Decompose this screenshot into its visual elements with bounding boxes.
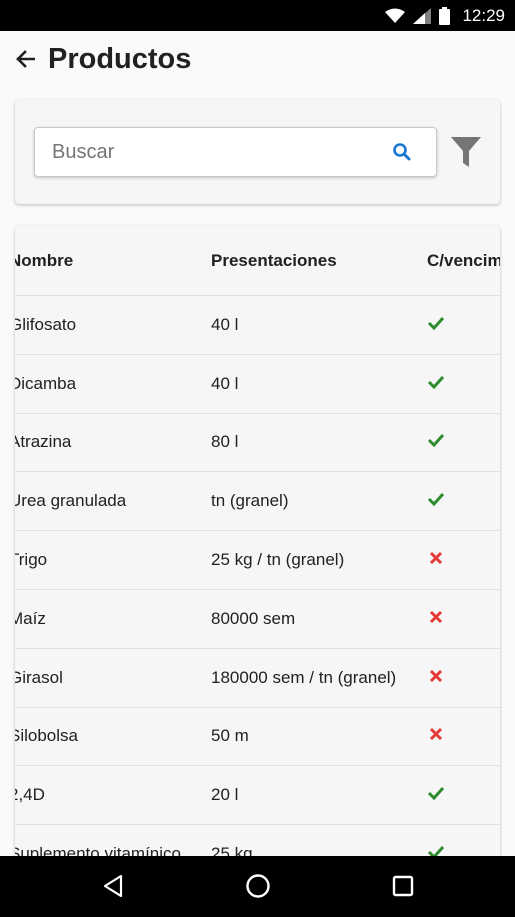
header-nombre[interactable]: Nombre: [15, 250, 74, 270]
cell-nombre: Glifosato: [15, 314, 77, 334]
search-card: [15, 100, 500, 204]
status-time: 12:29: [462, 5, 505, 25]
back-triangle-icon: [103, 874, 123, 898]
cell-vencimiento: [427, 609, 500, 629]
header-vencimiento[interactable]: C/vencim: [427, 250, 500, 270]
products-table: Nombre Presentaciones C/vencim Glifosato…: [15, 226, 500, 866]
back-button[interactable]: [0, 31, 50, 87]
search-box: [34, 127, 437, 177]
search-input[interactable]: [35, 128, 385, 176]
cell-nombre: Silobolsa: [15, 726, 78, 746]
cell-nombre: Girasol: [15, 667, 63, 687]
table-row[interactable]: Maíz 80000 sem: [15, 590, 500, 649]
cell-presentaciones: 25 kg / tn (granel): [211, 550, 345, 570]
cell-vencimiento: [427, 432, 500, 452]
check-icon: [427, 785, 451, 803]
battery-icon: [439, 6, 451, 25]
cross-icon: [427, 609, 451, 627]
cell-vencimiento: [427, 550, 500, 570]
table-row[interactable]: Silobolsa 50 m: [15, 708, 500, 767]
cell-presentaciones: 180000 sem / tn (granel): [211, 667, 397, 687]
check-icon: [427, 491, 451, 509]
nav-back-button[interactable]: [98, 871, 128, 901]
cell-presentaciones: 40 l: [211, 314, 239, 334]
page-title: Productos: [48, 42, 192, 75]
search-icon[interactable]: [392, 142, 412, 162]
table-body: Glifosato 40 l Dicamba 40 l Atrazina 80 l Urea…: [15, 296, 500, 866]
check-icon: [427, 432, 451, 450]
table-header: Nombre Presentaciones C/vencim: [15, 226, 500, 296]
navigation-bar: [0, 856, 515, 917]
cell-nombre: 2,4D: [15, 785, 45, 805]
cell-vencimiento: [427, 785, 500, 805]
cross-icon: [427, 550, 451, 568]
check-icon: [427, 374, 451, 392]
cell-nombre: Trigo: [15, 550, 48, 570]
cross-icon: [427, 726, 451, 744]
cell-nombre: Dicamba: [15, 373, 77, 393]
arrow-back-icon: [16, 50, 35, 68]
nav-home-button[interactable]: [243, 871, 273, 901]
cell-vencimiento: [427, 726, 500, 746]
cell-nombre: Urea granulada: [15, 491, 127, 511]
cell-vencimiento: [427, 374, 500, 394]
table-row[interactable]: Dicamba 40 l: [15, 355, 500, 414]
home-circle-icon: [246, 874, 270, 898]
table-row[interactable]: Urea granulada tn (granel): [15, 472, 500, 532]
wifi-icon: [385, 8, 406, 23]
status-bar: 12:29: [0, 0, 515, 31]
cell-presentaciones: 50 m: [211, 726, 249, 746]
signal-icon: [413, 7, 432, 24]
check-icon: [427, 315, 451, 333]
cell-vencimiento: [427, 491, 500, 511]
cross-icon: [427, 668, 451, 686]
table-row[interactable]: Atrazina 80 l: [15, 414, 500, 473]
filter-button[interactable]: [449, 134, 483, 170]
header-presentaciones[interactable]: Presentaciones: [211, 250, 337, 270]
filter-icon: [451, 137, 481, 167]
table-scroll-area[interactable]: Nombre Presentaciones C/vencim Glifosato…: [15, 226, 500, 866]
app-bar: Productos: [0, 31, 515, 87]
recents-square-icon: [392, 875, 414, 897]
table-row[interactable]: Girasol 180000 sem / tn (granel): [15, 649, 500, 708]
cell-presentaciones: 80 l: [211, 432, 239, 452]
nav-recents-button[interactable]: [388, 871, 418, 901]
table-row[interactable]: Glifosato 40 l: [15, 296, 500, 355]
cell-presentaciones: 80000 sem: [211, 608, 296, 628]
cell-presentaciones: 20 l: [211, 785, 239, 805]
cell-presentaciones: tn (granel): [211, 491, 289, 511]
table-row[interactable]: Trigo 25 kg / tn (granel): [15, 531, 500, 590]
cell-vencimiento: [427, 668, 500, 688]
cell-nombre: Maíz: [15, 608, 46, 628]
cell-nombre: Atrazina: [15, 432, 72, 452]
cell-presentaciones: 40 l: [211, 373, 239, 393]
table-row[interactable]: 2,4D 20 l: [15, 766, 500, 826]
cell-vencimiento: [427, 315, 500, 335]
